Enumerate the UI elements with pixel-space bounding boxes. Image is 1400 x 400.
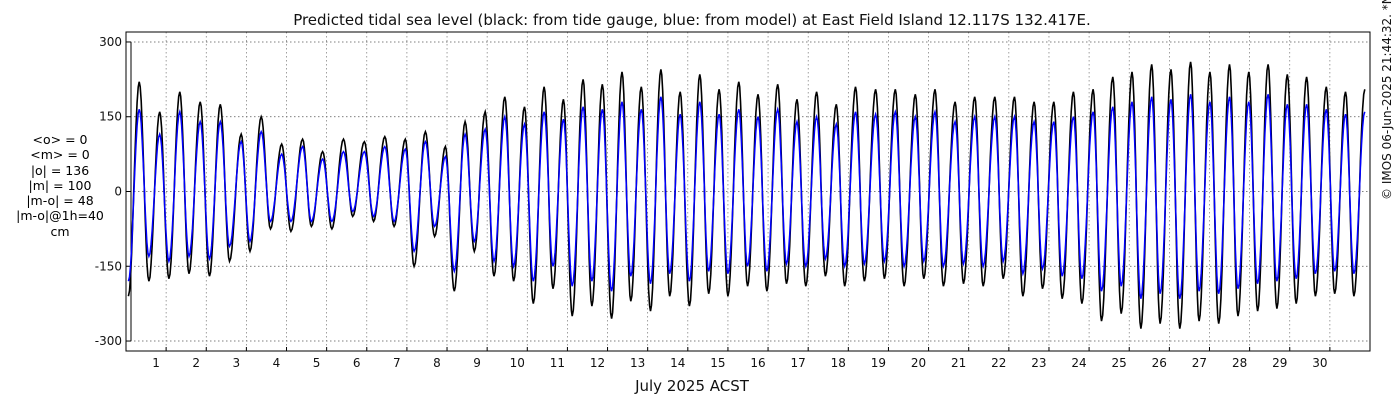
- x-tick-label: 10: [510, 356, 525, 370]
- y-tick-label: 300: [99, 35, 122, 49]
- x-tick-label: 9: [473, 356, 481, 370]
- stat-unit: cm: [50, 223, 70, 239]
- stat-mean-model: <m> = 0: [30, 147, 90, 163]
- x-tick-label: 2: [192, 356, 200, 370]
- x-tick-label: 1: [152, 356, 160, 370]
- x-tick-label: 28: [1232, 356, 1247, 370]
- series: [127, 61, 1366, 329]
- y-tick-label: 150: [99, 110, 122, 124]
- x-tick-label: 26: [1152, 356, 1167, 370]
- x-tick-label: 5: [313, 356, 321, 370]
- stat-mean-obs: <o> = 0: [32, 132, 88, 147]
- x-tick-label: 21: [951, 356, 966, 370]
- x-tick-label: 11: [550, 356, 565, 370]
- x-tick-label: 7: [393, 356, 401, 370]
- credit-text: © IMOS 06-Jun-2025 21:44:32. *Not for na…: [1380, 0, 1394, 200]
- x-tick-label: 23: [1031, 356, 1046, 370]
- x-tick-label: 6: [353, 356, 361, 370]
- series-line-tide-gauge: [127, 61, 1366, 329]
- stat-abs-obs: |o| = 136: [30, 162, 90, 178]
- x-tick-label: 29: [1272, 356, 1287, 370]
- x-tick-label: 12: [590, 356, 605, 370]
- x-tick-label: 16: [750, 356, 765, 370]
- x-tick-label: 25: [1112, 356, 1127, 370]
- series-line-model: [127, 94, 1366, 299]
- stat-abs-model: |m| = 100: [28, 177, 92, 193]
- y-tick-label: -300: [95, 334, 122, 348]
- x-tick-label: 13: [630, 356, 645, 370]
- x-tick-label: 20: [911, 356, 926, 370]
- x-tick-label: 27: [1192, 356, 1207, 370]
- y-tick-label: -150: [95, 259, 122, 273]
- x-tick-label: 4: [273, 356, 281, 370]
- x-tick-label: 14: [670, 356, 685, 370]
- x-tick-label: 18: [831, 356, 846, 370]
- stat-abs-diff-1h: |m-o|@1h=40: [16, 208, 104, 224]
- x-tick-label: 30: [1312, 356, 1327, 370]
- x-tick-label: 19: [871, 356, 886, 370]
- x-tick-label: 8: [433, 356, 441, 370]
- grid-lines: [126, 32, 1371, 351]
- x-tick-label: 22: [991, 356, 1006, 370]
- x-tick-label: 15: [710, 356, 725, 370]
- x-tick-label: 24: [1071, 356, 1086, 370]
- y-tick-label: 0: [114, 185, 122, 199]
- x-tick-label: 3: [233, 356, 241, 370]
- stat-abs-diff: |m-o| = 48: [26, 193, 94, 209]
- x-tick-label: 17: [791, 356, 806, 370]
- x-axis-label: July 2025 ACST: [634, 377, 750, 395]
- stats-panel: <o> = 0 <m> = 0 |o| = 136 |m| = 100 |m-o…: [2, 132, 118, 239]
- chart-title: Predicted tidal sea level (black: from t…: [293, 11, 1091, 29]
